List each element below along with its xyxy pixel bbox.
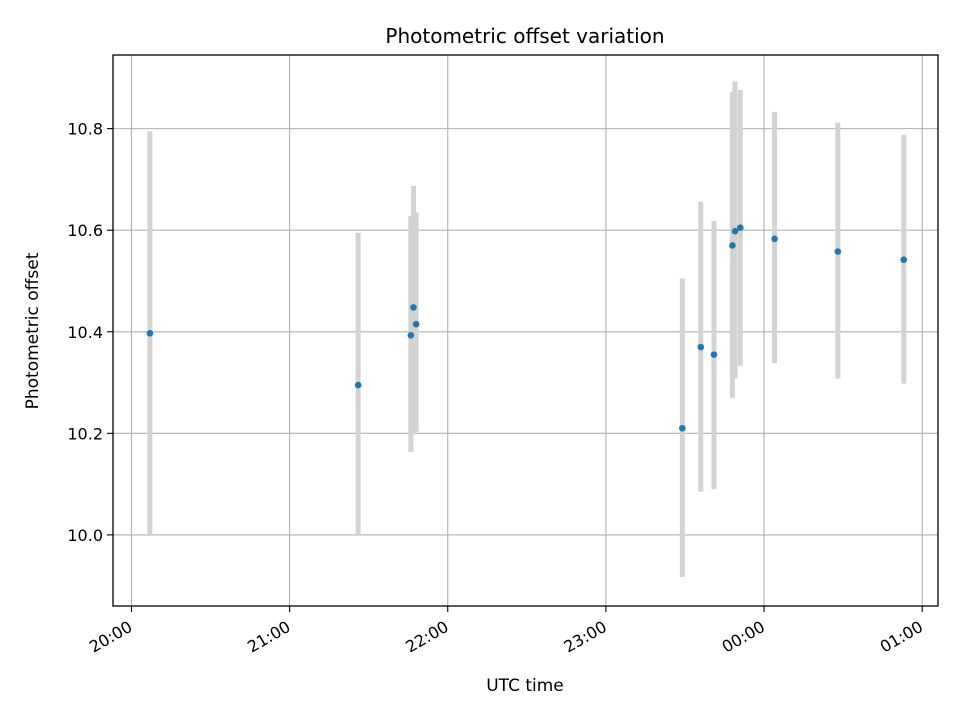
data-point: [679, 424, 686, 432]
y-axis-ticks: 10.0 10.2 10.4 10.6 10.8: [67, 120, 113, 545]
y-axis-label: Photometric offset: [23, 252, 43, 409]
data-point: [412, 320, 420, 328]
data-point: [900, 256, 908, 263]
data-point: [710, 351, 718, 358]
data-point: [697, 343, 705, 351]
data-point: [407, 332, 415, 339]
data-point: [834, 248, 842, 255]
data-point: [146, 329, 154, 337]
y-tick-label: 10.4: [67, 323, 103, 342]
data-point: [410, 304, 417, 311]
grid: [113, 55, 938, 606]
y-tick-label: 10.8: [67, 120, 103, 139]
data-point: [737, 224, 744, 231]
y-tick-label: 10.6: [67, 221, 103, 240]
data-point: [731, 227, 739, 235]
data-point: [729, 242, 736, 249]
data-point: [354, 381, 362, 389]
chart-title: Photometric offset variation: [385, 24, 664, 48]
x-axis-label: UTC time: [486, 676, 564, 696]
data-points: [146, 224, 908, 432]
plot-frame: [112, 54, 939, 607]
y-tick-label: 10.2: [67, 424, 103, 443]
y-tick-label: 10.0: [67, 526, 103, 545]
data-point: [771, 235, 778, 243]
